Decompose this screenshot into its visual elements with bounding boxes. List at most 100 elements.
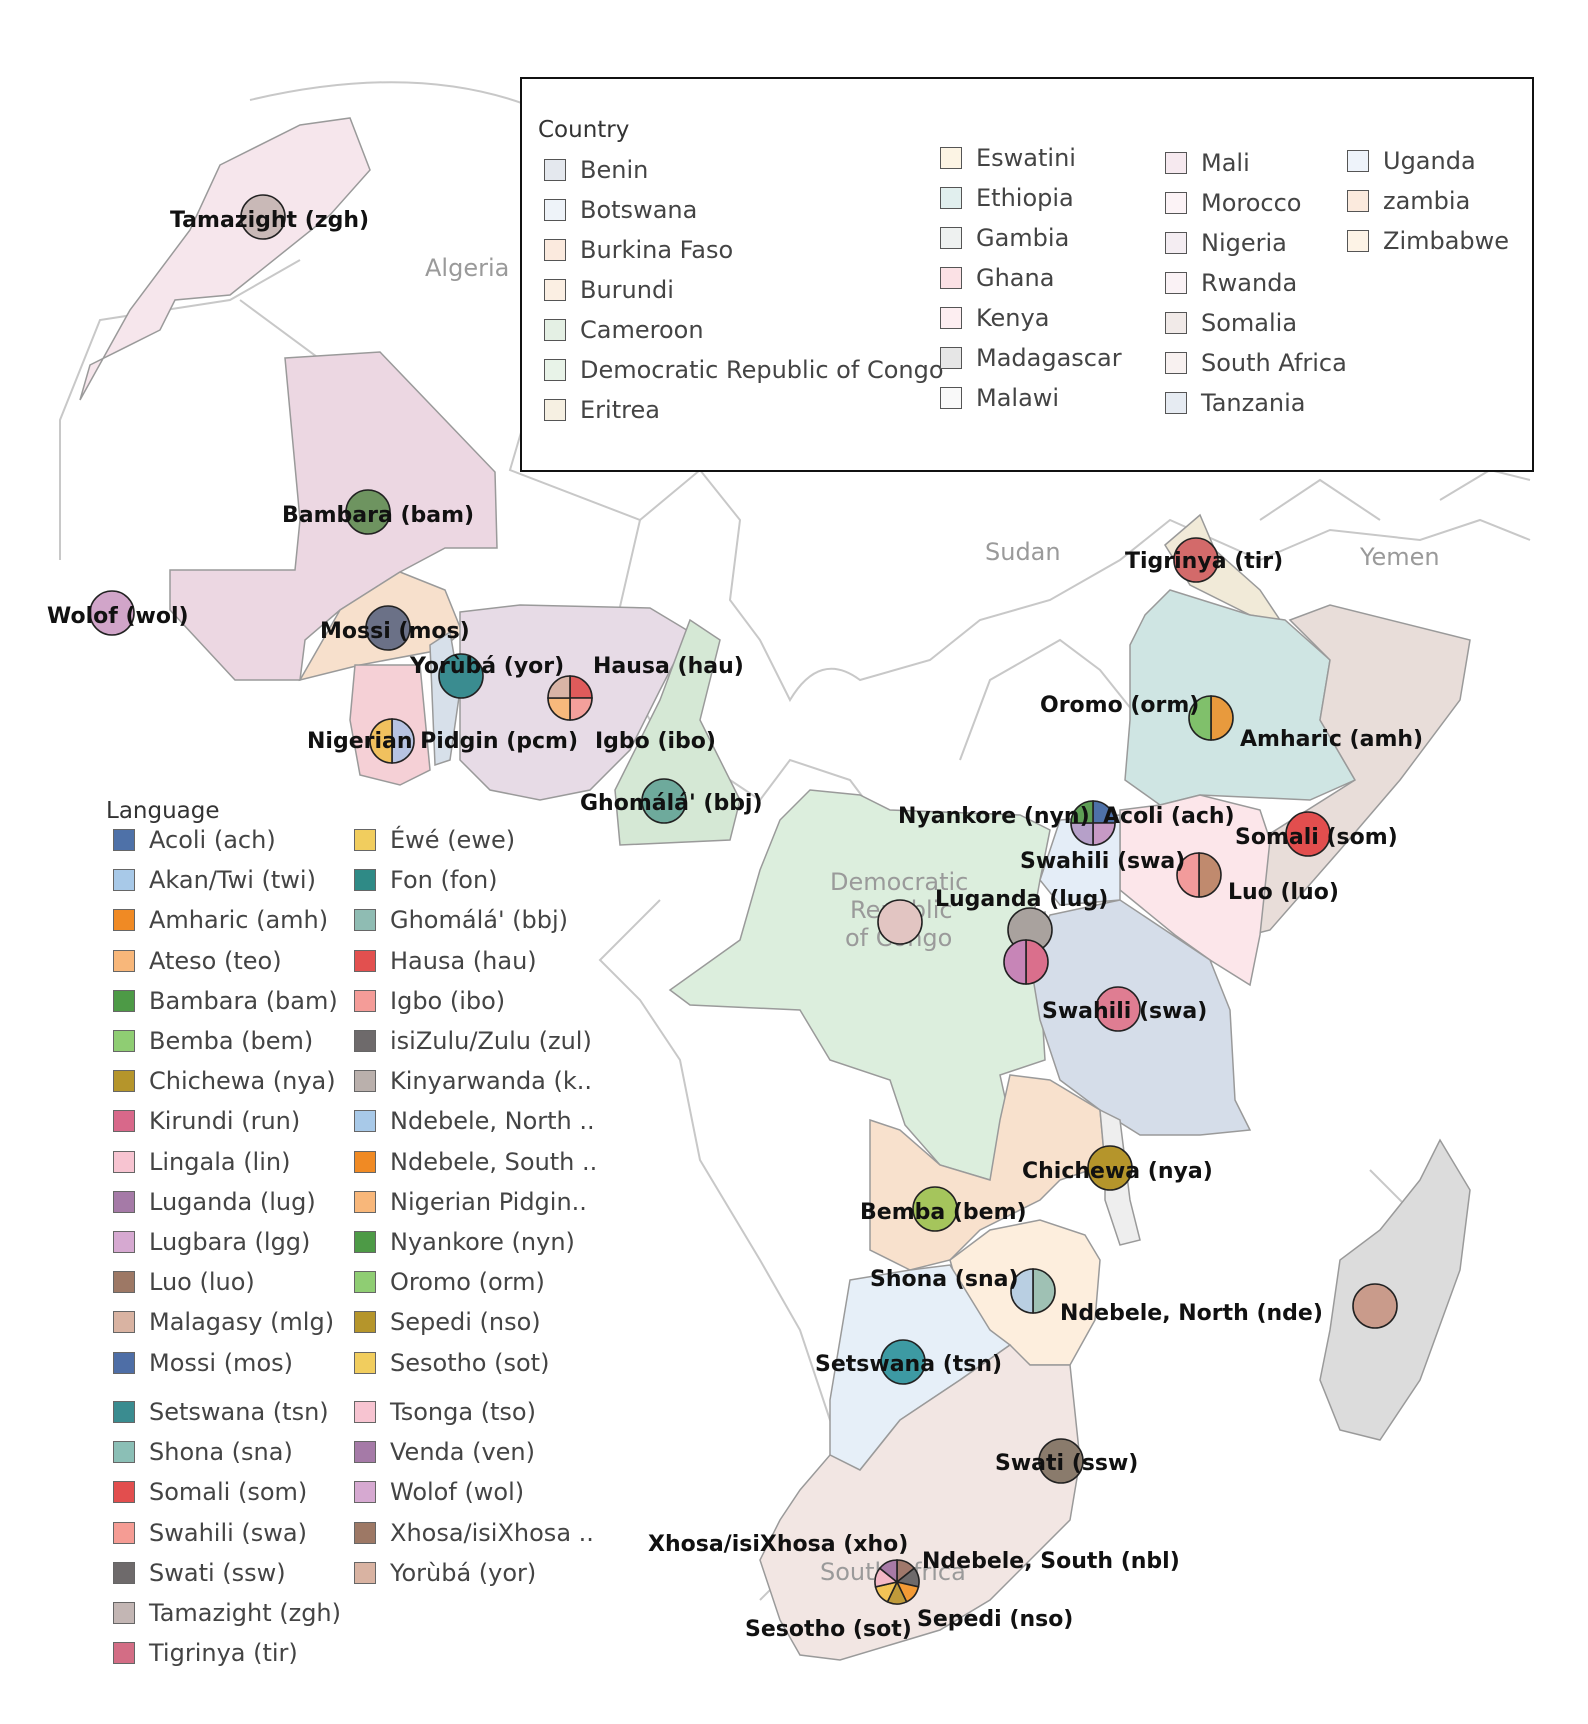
country-legend-item: Botswana	[544, 196, 697, 224]
country-legend-label: Ethiopia	[976, 184, 1074, 212]
marker-kirundi	[1003, 939, 1049, 985]
country-legend-label: Gambia	[976, 224, 1070, 252]
language-legend-label: Ateso (teo)	[149, 946, 282, 975]
legend-swatch	[544, 319, 566, 341]
country-legend-item: zambia	[1347, 187, 1470, 215]
legend-swatch	[113, 1190, 135, 1213]
pie-slice-swati-ssw	[1038, 1438, 1084, 1484]
marker-wolof	[89, 590, 135, 636]
language-legend-item: Lingala (lin)	[113, 1148, 290, 1176]
pie-slice-ndebele-north-nde	[1010, 1268, 1034, 1314]
legend-swatch	[1165, 392, 1187, 414]
background-label-algeria: Algeria	[425, 254, 509, 282]
country-madagascar	[1319, 1138, 1471, 1441]
marker-mossi	[365, 605, 411, 651]
language-legend-item: Luo (luo)	[113, 1268, 255, 1296]
legend-swatch	[354, 1561, 376, 1584]
marker-tigrinya	[1173, 537, 1219, 583]
language-legend-label: Kirundi (run)	[149, 1107, 301, 1136]
language-legend-item: Kirundi (run)	[113, 1107, 300, 1135]
country-legend-label: Burkina Faso	[580, 236, 734, 264]
marker-label-oromo: Oromo (orm)	[1040, 693, 1199, 718]
country-mali	[169, 351, 498, 681]
country-legend-item: Tanzania	[1165, 389, 1306, 417]
language-legend-item: Acoli (ach)	[113, 826, 276, 854]
pie-slice-w-ewe	[369, 718, 393, 764]
background-label-yemen: Yemen	[1359, 543, 1440, 571]
country-legend-item: Burkina Faso	[544, 236, 733, 264]
country-legend-label: Democratic Republic of Congo	[580, 356, 944, 384]
marker-oromo	[1188, 695, 1234, 741]
language-legend-label: Hausa (hau)	[390, 946, 537, 975]
language-legend-label: Acoli (ach)	[149, 826, 276, 854]
legend-swatch	[1165, 152, 1187, 174]
marker-drc	[877, 899, 923, 945]
legend-swatch	[940, 267, 962, 289]
language-legend-item: Chichewa (nya)	[113, 1067, 336, 1095]
language-legend-label: Luganda (lug)	[149, 1187, 316, 1216]
language-legend-item: Hausa (hau)	[354, 947, 537, 975]
pie-slice-nyankore-nyn	[1070, 800, 1094, 824]
legend-swatch	[354, 989, 376, 1012]
country-legend-item: Nigeria	[1165, 229, 1287, 257]
country-legend-item: Mali	[1165, 149, 1250, 177]
marker-label-hausa: Hausa (hau)	[593, 654, 744, 679]
language-legend-label: Xhosa/isiXhosa ..	[390, 1518, 594, 1547]
marker-label-swati: Swati (ssw)	[995, 1451, 1138, 1476]
country-democratic-republic-of-congo	[668, 789, 1051, 1181]
legend-swatch	[354, 1351, 376, 1374]
pie-slice-bambara-bam	[345, 489, 391, 535]
pie-slice-chichewa-nya	[1087, 1145, 1133, 1191]
pie-slice-lingala-lin	[877, 899, 923, 945]
country-legend-item: Eswatini	[940, 144, 1076, 172]
language-legend-item: Sepedi (nso)	[354, 1308, 541, 1336]
marker-label-chichewa: Chichewa (nya)	[1022, 1159, 1213, 1184]
language-legend-title: Language	[106, 798, 220, 824]
marker-label-luganda: Luganda (lug)	[935, 887, 1108, 912]
country-legend-label: Madagascar	[976, 344, 1122, 372]
language-legend-label: Lingala (lin)	[149, 1147, 291, 1176]
language-legend-item: Nigerian Pidgin..	[354, 1188, 587, 1216]
legend-swatch	[113, 1642, 135, 1665]
language-legend-item: Venda (ven)	[354, 1438, 535, 1466]
legend-swatch	[354, 1150, 376, 1173]
pie-slice-fon-fon	[438, 653, 484, 699]
country-legend-item: Somalia	[1165, 309, 1297, 337]
pie-slice-akan-twi-twi	[391, 718, 415, 764]
legend-swatch	[354, 1070, 376, 1093]
language-legend-label: Luo (luo)	[149, 1268, 255, 1297]
country-legend-label: South Africa	[1201, 349, 1347, 377]
legend-swatch	[113, 909, 135, 932]
language-legend-item: Oromo (orm)	[354, 1268, 545, 1296]
legend-swatch	[1165, 312, 1187, 334]
legend-swatch	[1165, 232, 1187, 254]
legend-swatch	[544, 359, 566, 381]
legend-swatch	[113, 1441, 135, 1464]
marker-label-somali: Somali (som)	[1235, 825, 1398, 850]
language-legend-item: Shona (sna)	[113, 1438, 293, 1466]
marker-label-shona: Shona (sna)	[870, 1267, 1019, 1292]
pie-slice-swahili-swa	[1095, 986, 1141, 1032]
marker-nyankore	[1070, 800, 1116, 846]
country-legend-title: Country	[538, 117, 630, 143]
country-legend-item: South Africa	[1165, 349, 1347, 377]
legend-swatch	[940, 307, 962, 329]
legend-swatch	[113, 1271, 135, 1294]
country-legend-label: Benin	[580, 156, 649, 184]
marker-label-swahili_ke: Swahili (swa)	[1020, 849, 1185, 874]
pie-slice-tigrinya-tir	[1173, 537, 1219, 583]
language-legend-label: Lugbara (lgg)	[149, 1228, 311, 1256]
language-legend-label: Venda (ven)	[390, 1438, 536, 1467]
country-legend-label: Burundi	[580, 276, 674, 304]
language-legend-item: Ndebele, North ..	[354, 1107, 595, 1135]
marker-ghomala	[641, 778, 687, 824]
marker-luo	[1176, 852, 1222, 898]
language-legend-item: Kinyarwanda (k..	[354, 1067, 592, 1095]
marker-label-luo: Luo (luo)	[1228, 880, 1339, 905]
language-legend-item: Mossi (mos)	[113, 1349, 293, 1377]
marker-label-setswana: Setswana (tsn)	[815, 1352, 1002, 1377]
legend-swatch	[1347, 190, 1369, 212]
legend-swatch	[940, 227, 962, 249]
country-legend: Country Benin Botswana Burkina Faso Burundi…	[520, 77, 1534, 472]
